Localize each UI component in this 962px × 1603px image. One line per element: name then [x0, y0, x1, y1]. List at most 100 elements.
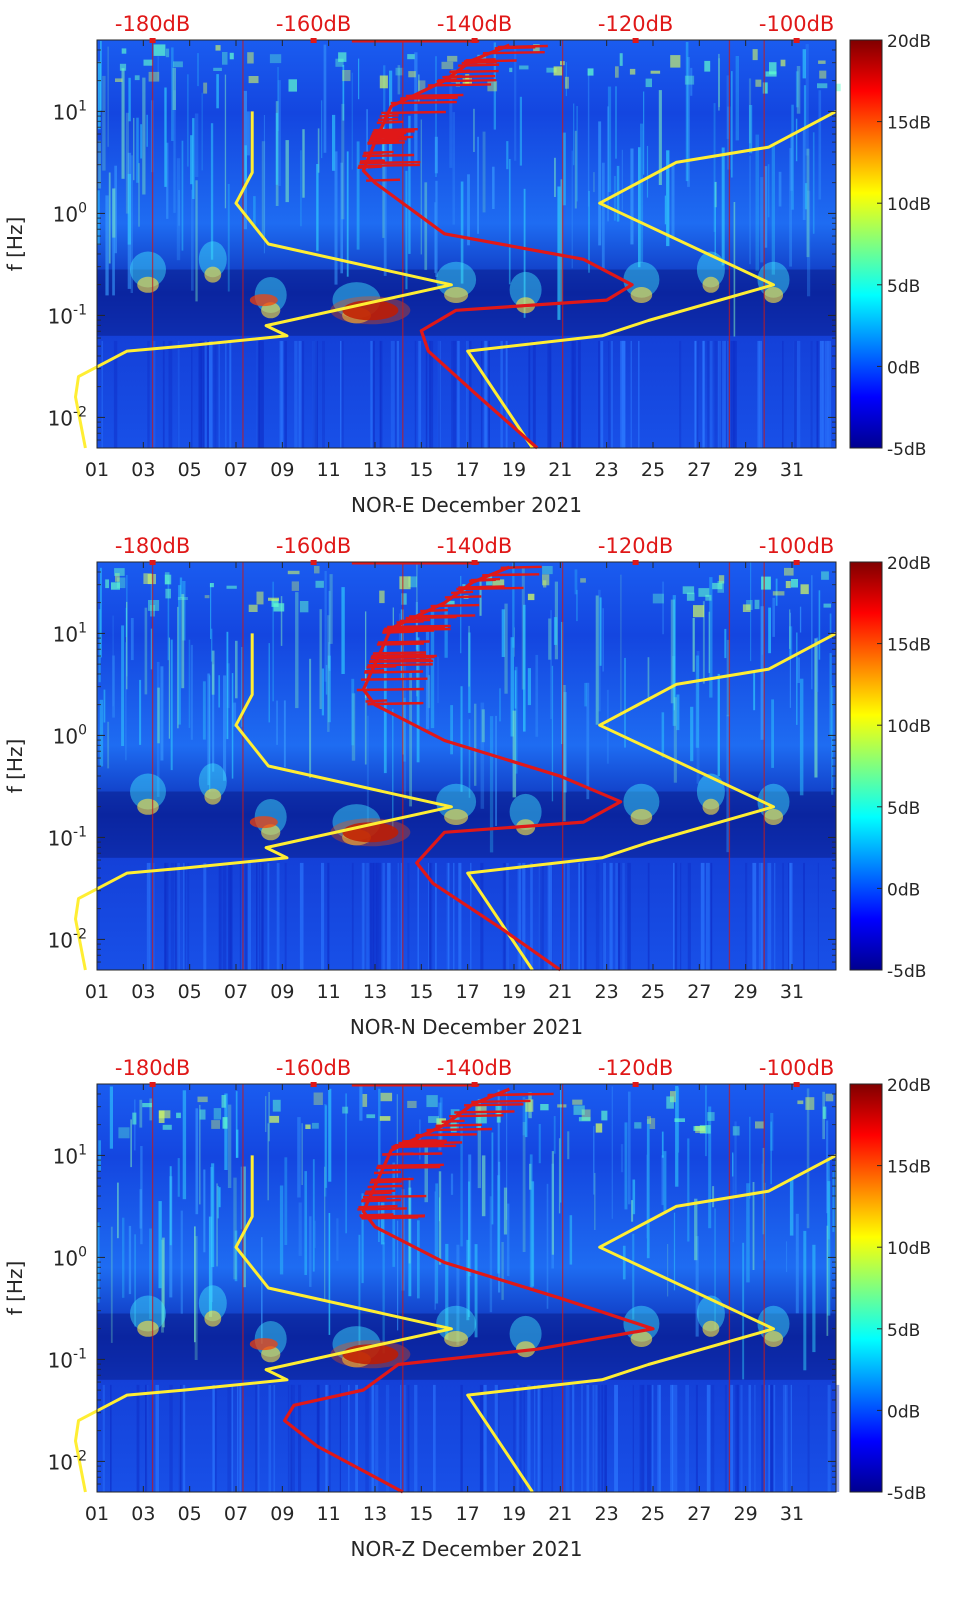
- x-tick-label: 09: [270, 981, 294, 1003]
- top-tick-label: -120dB: [598, 1056, 673, 1080]
- y-tick-label: 10-1: [48, 824, 87, 850]
- top-tick-label: -100dB: [759, 12, 834, 36]
- colorbar-tick-label: 20dB: [887, 554, 931, 574]
- x-tick-label: 25: [641, 459, 665, 481]
- colorbar-tick-label: 10dB: [887, 717, 931, 737]
- series-scatter: [351, 1083, 554, 1220]
- y-tick-label: 101: [53, 620, 87, 646]
- x-tick-label: 19: [502, 459, 526, 481]
- y-tick-label: 101: [53, 1142, 87, 1168]
- x-tick-label: 17: [456, 981, 480, 1003]
- x-tick-label: 13: [363, 1503, 387, 1525]
- colorbar-tick-label: 10dB: [887, 195, 931, 215]
- x-tick-label: 21: [548, 459, 572, 481]
- x-tick-label: 13: [363, 981, 387, 1003]
- x-tick-label: 03: [131, 981, 155, 1003]
- x-tick-label: 27: [687, 981, 711, 1003]
- x-tick-label: 17: [456, 1503, 480, 1525]
- spectrogram-background: [97, 40, 836, 448]
- x-axis-label: NOR-Z December 2021: [350, 1537, 582, 1561]
- y-tick-label: 100: [53, 200, 87, 226]
- x-tick-label: 29: [734, 981, 758, 1003]
- spectrogram-streaks: [97, 562, 834, 970]
- x-tick-label: 31: [780, 981, 804, 1003]
- top-tick-label: -100dB: [759, 1056, 834, 1080]
- x-tick-label: 13: [363, 459, 387, 481]
- y-tick-label: 100: [53, 722, 87, 748]
- x-tick-label: 07: [224, 981, 248, 1003]
- colorbar-tick-label: 5dB: [887, 799, 920, 819]
- x-tick-label: 31: [780, 1503, 804, 1525]
- x-tick-label: 19: [502, 981, 526, 1003]
- x-tick-label: 19: [502, 1503, 526, 1525]
- x-tick-label: 01: [85, 1503, 109, 1525]
- x-tick-label: 03: [131, 459, 155, 481]
- colorbar-tick-label: 15dB: [887, 636, 931, 656]
- x-tick-label: 05: [178, 981, 202, 1003]
- top-tick-label: -120dB: [598, 12, 673, 36]
- x-axis-label: NOR-E December 2021: [351, 493, 582, 517]
- y-tick-label: 101: [53, 98, 87, 124]
- y-tick-label: 10-1: [48, 302, 87, 328]
- series-line-2: [466, 632, 837, 971]
- colorbar-tick-label: 5dB: [887, 1321, 920, 1341]
- x-tick-label: 21: [548, 1503, 572, 1525]
- spectrogram-storms: [130, 1285, 790, 1369]
- panel-3: 01 03 05 07 09 11 13 15 17 19 21 23 25 27 29 31 NOR-Z De…: [3, 1056, 931, 1561]
- x-tick-label: 21: [548, 981, 572, 1003]
- x-tick-label: 23: [595, 981, 619, 1003]
- series-line-2: [466, 1154, 837, 1493]
- panel-1: 01 03 05 07 09 11 13 15 17 19 21 23 25 27 29 31 NOR-E De…: [3, 12, 931, 517]
- x-tick-label: 15: [409, 1503, 433, 1525]
- top-tick-label: -160dB: [276, 12, 351, 36]
- x-tick-label: 27: [687, 1503, 711, 1525]
- x-tick-label: 29: [734, 1503, 758, 1525]
- top-tick-label: -160dB: [276, 1056, 351, 1080]
- x-tick-label: 25: [641, 981, 665, 1003]
- x-tick-label: 09: [270, 1503, 294, 1525]
- colorbar-tick-label: 20dB: [887, 32, 931, 52]
- x-tick-label: 15: [409, 459, 433, 481]
- y-axis-label: f [Hz]: [3, 739, 27, 794]
- top-tick-label: -180dB: [115, 1056, 190, 1080]
- spectrogram-streaks: [97, 1085, 840, 1492]
- y-tick-label: 10-2: [48, 404, 87, 430]
- colorbar-tick-label: -5dB: [887, 440, 926, 460]
- x-tick-label: 09: [270, 459, 294, 481]
- top-tick-label: -160dB: [276, 534, 351, 558]
- x-tick-label: 17: [456, 459, 480, 481]
- series-scatter: [351, 561, 542, 706]
- colorbar-tick-label: 10dB: [887, 1239, 931, 1259]
- spectrogram-storms: [130, 763, 790, 847]
- series-line-1: [74, 633, 453, 971]
- x-tick-label: 07: [224, 1503, 248, 1525]
- x-tick-label: 15: [409, 981, 433, 1003]
- top-tick-label: -140dB: [437, 12, 512, 36]
- colorbar-tick-label: 0dB: [887, 1402, 920, 1422]
- colorbar: [849, 39, 883, 449]
- x-tick-label: 11: [317, 459, 341, 481]
- top-tick-label: -100dB: [759, 534, 834, 558]
- y-tick-label: 100: [53, 1244, 87, 1270]
- series-line-1: [74, 1155, 453, 1493]
- colorbar-tick-label: 0dB: [887, 880, 920, 900]
- x-tick-label: 03: [131, 1503, 155, 1525]
- x-tick-label: 11: [317, 981, 341, 1003]
- colorbar-tick-label: -5dB: [887, 962, 926, 982]
- series-line-2: [466, 110, 837, 449]
- colorbar-tick-label: 15dB: [887, 1158, 931, 1178]
- colorbar: [849, 1083, 883, 1493]
- colorbar-tick-label: 15dB: [887, 114, 931, 134]
- colorbar-tick-label: 5dB: [887, 277, 920, 297]
- colorbar-tick-label: 20dB: [887, 1076, 931, 1096]
- x-tick-label: 23: [595, 459, 619, 481]
- series-scatter: [351, 39, 548, 182]
- top-tick-label: -180dB: [115, 534, 190, 558]
- colorbar-tick-label: -5dB: [887, 1484, 926, 1504]
- top-tick-label: -120dB: [598, 534, 673, 558]
- spectrogram-storms: [130, 241, 790, 325]
- x-tick-label: 25: [641, 1503, 665, 1525]
- y-tick-label: 10-2: [48, 1448, 87, 1474]
